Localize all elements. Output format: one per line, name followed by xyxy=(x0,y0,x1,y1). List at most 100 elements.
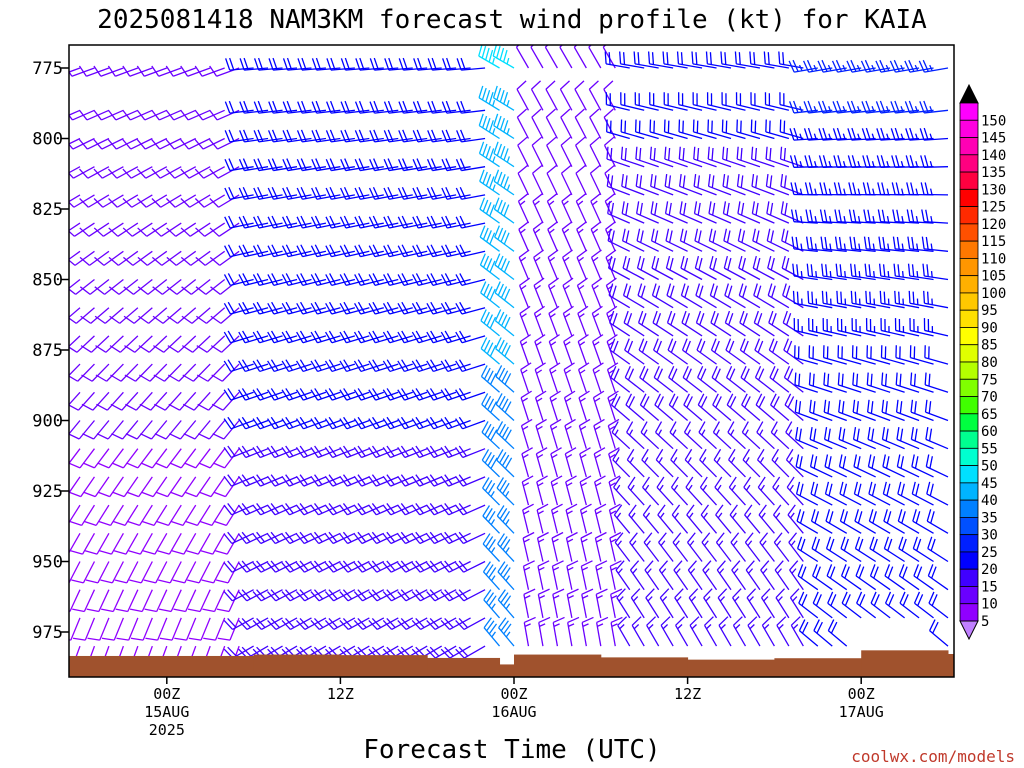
wind-barb-full xyxy=(458,359,467,371)
wind-barb-full xyxy=(153,345,165,353)
wind-barb-full xyxy=(411,475,421,487)
wind-barb-full xyxy=(93,139,103,150)
wind-barb xyxy=(607,418,620,449)
wind-barb-full xyxy=(654,257,660,271)
wind-barb xyxy=(743,476,761,506)
wind-barb xyxy=(745,560,761,591)
wind-barb xyxy=(827,619,848,647)
wind-barb xyxy=(747,616,761,647)
wind-barb-full xyxy=(397,245,405,257)
wind-barb-full xyxy=(339,302,347,315)
wind-barb-half xyxy=(551,454,558,459)
wind-barb xyxy=(530,80,544,111)
wind-barb xyxy=(535,418,547,449)
wind-barb-full xyxy=(398,130,405,143)
wind-barb-staff xyxy=(176,278,197,295)
wind-barb-full xyxy=(458,560,468,571)
wind-barb-full xyxy=(646,616,657,626)
wind-barb-full xyxy=(604,193,616,202)
wind-barb-full xyxy=(368,187,376,200)
wind-barb-full xyxy=(900,428,904,442)
wind-barb-full xyxy=(480,309,487,321)
wind-barb-full xyxy=(490,429,498,441)
wind-barb xyxy=(398,158,428,172)
wind-barb-full xyxy=(833,182,838,195)
wind-barb-full xyxy=(803,101,810,114)
wind-barb-half xyxy=(658,457,663,464)
wind-barb-full xyxy=(842,483,848,496)
wind-barb-staff xyxy=(121,391,139,411)
wind-barb xyxy=(69,278,81,290)
wind-barb-full xyxy=(311,58,318,71)
wind-barb-full xyxy=(441,216,448,229)
wind-barb xyxy=(612,448,631,478)
wind-barb xyxy=(96,391,124,411)
wind-barb-full xyxy=(426,619,436,630)
wind-barb xyxy=(494,281,515,309)
wind-barb-full xyxy=(271,215,279,228)
wind-barb-full xyxy=(400,445,410,457)
wind-barb-staff xyxy=(69,222,81,232)
wind-barb-full xyxy=(371,618,382,628)
wind-barb-full xyxy=(326,101,332,114)
wind-barb-full xyxy=(223,619,234,630)
wind-barb-full xyxy=(270,359,279,371)
wind-barb-staff xyxy=(142,617,153,641)
wind-barb-full xyxy=(521,418,533,427)
wind-barb-staff xyxy=(159,166,182,179)
wind-barb xyxy=(296,215,327,229)
wind-barb-full xyxy=(626,285,632,298)
wind-barb-full xyxy=(209,139,219,150)
wind-barb-full xyxy=(536,475,548,483)
wind-barb xyxy=(282,158,312,172)
wind-barb-full xyxy=(126,491,139,498)
wind-barb-full xyxy=(93,168,103,179)
wind-barb-full xyxy=(654,393,661,406)
wind-barb-full xyxy=(504,373,512,385)
wind-barb xyxy=(70,532,96,555)
wind-barb xyxy=(910,399,934,422)
wind-barb-full xyxy=(490,401,498,413)
wind-barb-full xyxy=(821,100,828,113)
wind-barb-full xyxy=(604,51,607,64)
wind-barb xyxy=(854,509,876,534)
wind-barb-full xyxy=(545,80,556,90)
wind-barb-full xyxy=(654,230,659,243)
wind-barb-half xyxy=(744,429,749,436)
wind-barb-full xyxy=(656,368,664,381)
wind-barb-staff xyxy=(867,384,891,393)
wind-barb-half xyxy=(916,243,919,250)
wind-barb-full xyxy=(343,388,351,400)
wind-barb-half xyxy=(715,429,720,436)
wind-barb-full xyxy=(386,503,395,514)
wind-barb xyxy=(771,448,790,478)
wind-barb xyxy=(613,476,631,506)
wind-barb-full xyxy=(299,388,308,400)
wind-barb-full xyxy=(344,57,351,70)
wind-barb-full xyxy=(430,273,438,285)
wind-barb-full xyxy=(613,368,620,381)
wind-barb-full xyxy=(252,331,261,344)
wind-barb-full xyxy=(924,399,928,413)
wind-barb xyxy=(97,448,124,469)
wind-barb xyxy=(212,420,240,440)
wind-barb xyxy=(904,100,934,114)
wind-barb-half xyxy=(645,512,651,519)
wind-barb-full xyxy=(771,285,776,298)
wind-barb xyxy=(440,617,471,631)
wind-barb-full xyxy=(123,256,134,266)
wind-barb-full xyxy=(343,330,351,342)
wind-barb-half xyxy=(505,547,510,554)
wind-barb-full xyxy=(778,51,781,64)
wind-barb-full xyxy=(358,158,365,171)
wind-barb xyxy=(518,221,530,252)
wind-barb xyxy=(890,100,920,114)
wind-barb-full xyxy=(113,520,126,527)
wind-barb xyxy=(783,338,804,365)
wind-barb-full xyxy=(186,579,200,584)
wind-barb-full xyxy=(485,592,495,604)
wind-barb-full xyxy=(152,286,163,295)
wind-barb xyxy=(295,589,327,602)
wind-barb-full xyxy=(285,589,295,600)
wind-barb-staff xyxy=(516,116,530,139)
